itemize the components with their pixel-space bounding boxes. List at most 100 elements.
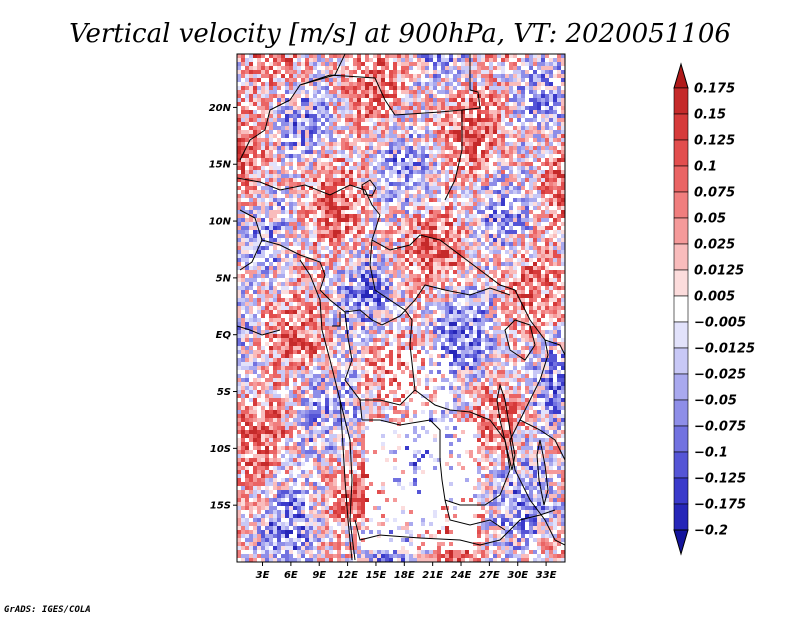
field-cell [329, 330, 333, 334]
field-cell [533, 314, 537, 318]
field-cell [389, 182, 393, 186]
field-cell [349, 258, 353, 262]
field-cell [425, 62, 429, 66]
field-cell [257, 326, 261, 330]
field-cell [561, 126, 565, 130]
field-cell [469, 342, 473, 346]
field-cell [521, 330, 525, 334]
field-cell [517, 282, 521, 286]
field-cell [501, 66, 505, 70]
field-cell [321, 154, 325, 158]
field-cell [529, 334, 533, 338]
field-cell [349, 94, 353, 98]
field-cell [449, 122, 453, 126]
field-cell [557, 58, 561, 62]
field-cell [437, 178, 441, 182]
field-cell [489, 146, 493, 150]
field-cell [281, 106, 285, 110]
field-cell [437, 82, 441, 86]
field-cell [337, 230, 341, 234]
field-cell [289, 86, 293, 90]
field-cell [445, 238, 449, 242]
field-cell [369, 174, 373, 178]
field-cell [425, 290, 429, 294]
field-cell [245, 158, 249, 162]
field-cell [505, 294, 509, 298]
field-cell [529, 90, 533, 94]
field-cell [301, 230, 305, 234]
field-cell [457, 210, 461, 214]
field-cell [349, 186, 353, 190]
field-cell [441, 182, 445, 186]
field-cell [549, 262, 553, 266]
field-cell [469, 162, 473, 166]
field-cell [373, 226, 377, 230]
field-cell [457, 262, 461, 266]
field-cell [449, 114, 453, 118]
field-cell [377, 258, 381, 262]
field-cell [505, 166, 509, 170]
field-cell [501, 274, 505, 278]
field-cell [337, 246, 341, 250]
field-cell [481, 242, 485, 246]
field-cell [377, 82, 381, 86]
field-cell [537, 94, 541, 98]
field-cell [349, 254, 353, 258]
field-cell [273, 326, 277, 330]
field-cell [373, 122, 377, 126]
field-cell [465, 86, 469, 90]
field-cell [429, 198, 433, 202]
field-cell [397, 78, 401, 82]
field-cell [477, 166, 481, 170]
field-cell [421, 222, 425, 226]
field-cell [361, 238, 365, 242]
field-cell [493, 138, 497, 142]
field-cell [509, 210, 513, 214]
field-cell [325, 274, 329, 278]
field-cell [321, 94, 325, 98]
field-cell [325, 166, 329, 170]
field-cell [257, 70, 261, 74]
field-cell [365, 342, 369, 346]
field-cell [381, 262, 385, 266]
field-cell [397, 54, 401, 58]
field-cell [309, 242, 313, 246]
field-cell [453, 182, 457, 186]
field-cell [393, 206, 397, 210]
field-cell [465, 270, 469, 274]
field-cell [317, 186, 321, 190]
field-cell [337, 126, 341, 130]
field-cell [313, 254, 317, 258]
field-cell [313, 122, 317, 126]
field-cell [265, 330, 269, 334]
field-cell [437, 62, 441, 66]
field-cell [305, 234, 309, 238]
field-cell [357, 270, 361, 274]
field-cell [521, 206, 525, 210]
field-cell [293, 54, 297, 58]
field-cell [297, 342, 301, 346]
field-cell [529, 210, 533, 214]
field-cell [481, 122, 485, 126]
field-cell [257, 322, 261, 326]
field-cell [553, 138, 557, 142]
field-cell [281, 58, 285, 62]
field-cell [517, 70, 521, 74]
field-cell [465, 98, 469, 102]
field-cell [449, 258, 453, 262]
field-cell [381, 134, 385, 138]
field-cell [529, 202, 533, 206]
field-cell [325, 154, 329, 158]
field-cell [489, 338, 493, 342]
field-cell [317, 206, 321, 210]
field-cell [425, 318, 429, 322]
field-cell [417, 306, 421, 310]
field-cell [437, 266, 441, 270]
field-cell [393, 262, 397, 266]
field-cell [329, 186, 333, 190]
field-cell [373, 138, 377, 142]
field-cell [425, 102, 429, 106]
field-cell [537, 246, 541, 250]
field-cell [373, 186, 377, 190]
field-cell [441, 262, 445, 266]
